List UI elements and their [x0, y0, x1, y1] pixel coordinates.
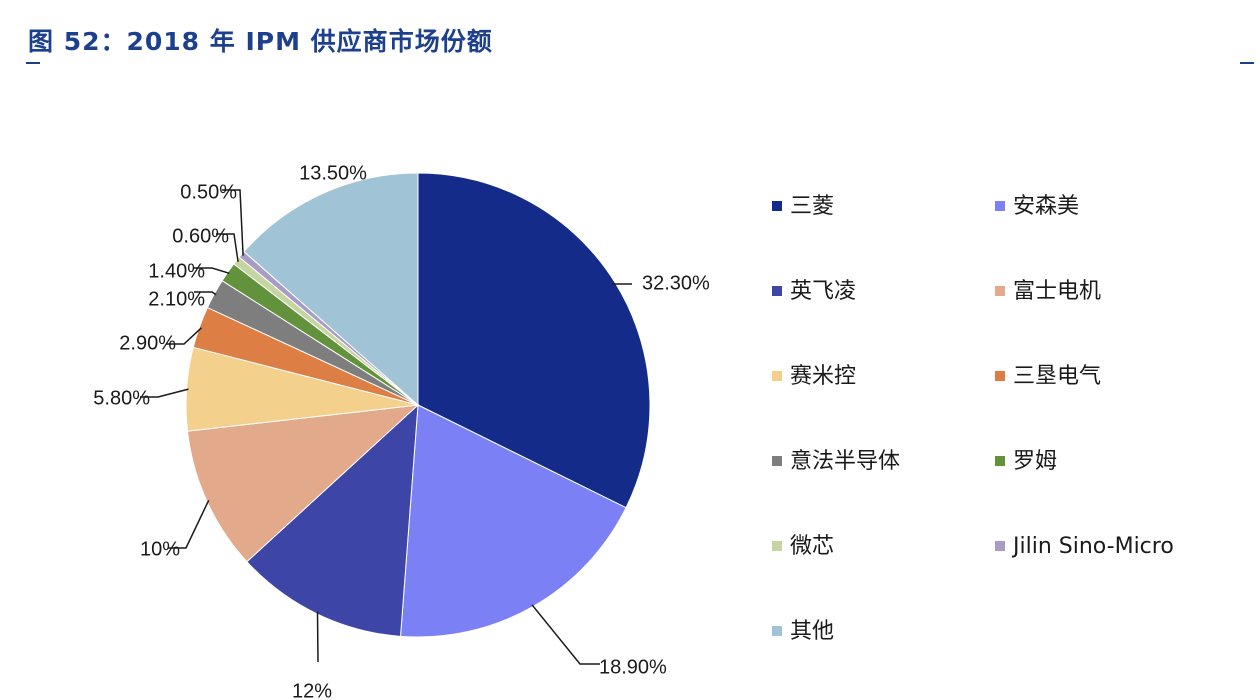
figure-title: 图 52：2018 年 IPM 供应商市场份额	[28, 27, 493, 56]
legend-swatch-9	[995, 541, 1005, 551]
title-rule-right	[1240, 62, 1254, 64]
pie-slice-2	[246, 403, 419, 637]
legend-label-5: 三垦电气	[1013, 364, 1101, 389]
pie-slice-0	[417, 172, 651, 509]
legend-swatch-10	[772, 626, 782, 636]
data-label-8: 0.60%	[172, 225, 229, 247]
legend-label-0: 三菱	[790, 194, 834, 219]
data-labels: 32.30% 18.90% 12% 10% 5.80% 2.90% 2.10% 1.40% 0.…	[93, 162, 710, 700]
leader-line-4	[140, 388, 189, 398]
data-label-5: 2.90%	[119, 332, 176, 354]
leader-line-7	[194, 267, 230, 275]
legend-swatch-5	[995, 371, 1005, 381]
leader-line-8	[216, 233, 239, 262]
data-label-7: 1.40%	[148, 260, 205, 282]
data-label-10: 13.50%	[299, 162, 367, 184]
leader-line-2	[316, 611, 319, 663]
legend-label-9: Jilin Sino-Micro	[1011, 534, 1174, 559]
legend-swatch-7	[995, 456, 1005, 466]
leader-line-9	[222, 189, 244, 256]
data-label-3: 10%	[140, 538, 180, 560]
legend-label-7: 罗姆	[1013, 449, 1057, 474]
leader-line-5	[166, 327, 202, 345]
legend-label-4: 赛米控	[790, 364, 856, 389]
legend-label-1: 安森美	[1013, 194, 1079, 219]
legend-swatch-1	[995, 201, 1005, 211]
data-label-9: 0.50%	[180, 181, 237, 203]
legend-label-8: 微芯	[790, 534, 834, 559]
legend-swatch-6	[772, 456, 782, 466]
legend-swatch-0	[772, 201, 782, 211]
legend-swatch-4	[772, 371, 782, 381]
legend-label-6: 意法半导体	[790, 449, 900, 474]
leader-line-1	[531, 604, 600, 665]
data-label-4: 5.80%	[93, 387, 150, 409]
pie-slice-3	[186, 404, 420, 563]
pie-slices	[185, 172, 651, 638]
legend-swatch-2	[772, 286, 782, 296]
pie-slice-10	[243, 172, 419, 407]
legend-swatch-3	[995, 286, 1005, 296]
legend-label-2: 英飞凌	[790, 279, 856, 304]
leader-lines	[140, 189, 632, 665]
data-label-0: 32.30%	[642, 272, 710, 294]
data-label-6: 2.10%	[148, 288, 205, 310]
legend-label-10: 其他	[790, 619, 834, 644]
legend-swatch-8	[772, 541, 782, 551]
leader-line-3	[168, 499, 210, 549]
data-label-1: 18.90%	[599, 656, 667, 678]
data-label-2: 12%	[292, 680, 332, 700]
legend-label-3: 富士电机	[1013, 279, 1101, 304]
title-rule-left	[26, 62, 40, 64]
leader-line-6	[194, 291, 217, 296]
